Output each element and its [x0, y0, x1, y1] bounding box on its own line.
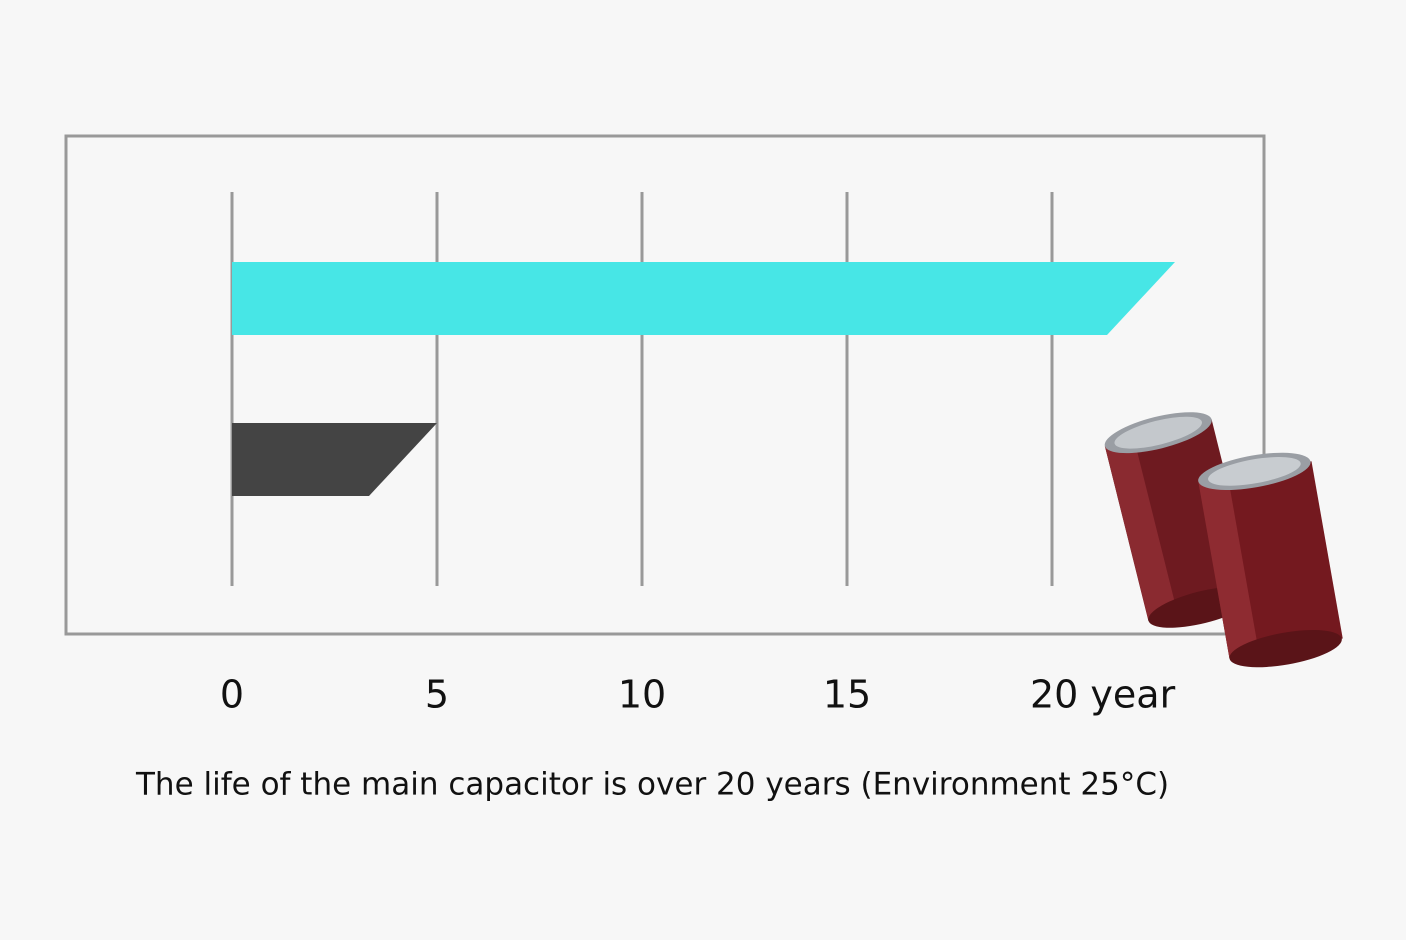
x-tick-label: 5	[425, 673, 449, 717]
x-tick-label: 10	[618, 673, 666, 717]
bar	[232, 423, 437, 496]
plot-frame	[64, 134, 1266, 636]
caption: The life of the main capacitor is over 2…	[135, 767, 1169, 803]
capacitor-image	[1104, 412, 1343, 668]
x-tick-label: 15	[823, 673, 871, 717]
x-tick-label: 20 year	[1030, 673, 1176, 717]
bar	[232, 262, 1175, 335]
x-tick-label: 0	[220, 673, 244, 717]
